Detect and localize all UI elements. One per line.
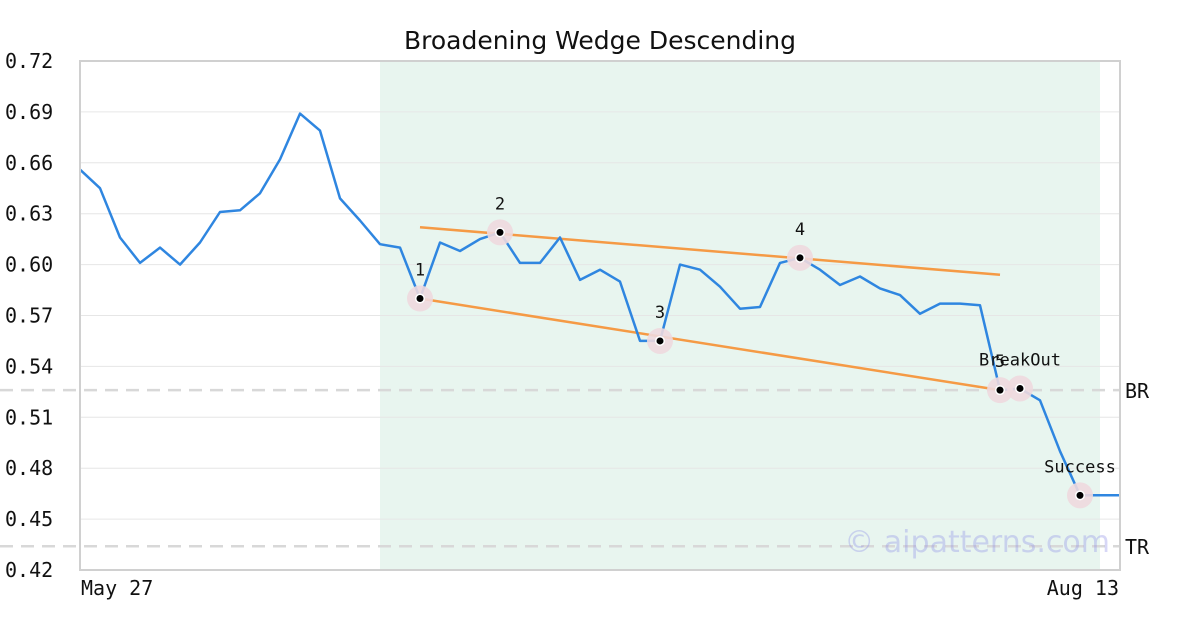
- y-tick-label: 0.45: [5, 507, 53, 531]
- point-label: 1: [415, 261, 425, 281]
- y-tick-label: 0.72: [5, 49, 53, 73]
- x-tick-label: Aug 13: [1047, 576, 1119, 600]
- point-marker: [796, 254, 804, 262]
- point-label: 4: [795, 220, 805, 240]
- reference-lines: BR TR: [0, 379, 1150, 559]
- watermark: © aipatterns.com: [844, 525, 1110, 560]
- point-label: 2: [495, 194, 505, 214]
- point-label: 3: [655, 303, 665, 323]
- reference-label-tr: TR: [1125, 535, 1150, 559]
- x-axis-ticks: May 27 Aug 13: [81, 576, 1119, 600]
- x-tick-label: May 27: [81, 576, 153, 600]
- y-axis-ticks: 0.42 0.45 0.48 0.51 0.54 0.57 0.60 0.63 0.66 0.69…: [5, 49, 53, 582]
- price-line: [79, 112, 1120, 497]
- y-tick-label: 0.51: [5, 405, 53, 429]
- point-marker: [656, 337, 664, 345]
- point-label: Success: [1044, 457, 1116, 477]
- y-tick-label: 0.69: [5, 100, 53, 124]
- y-tick-label: 0.54: [5, 354, 53, 378]
- upper-trendline: [419, 226, 1001, 277]
- y-tick-label: 0.60: [5, 253, 53, 277]
- lower-trendline: [419, 297, 1001, 392]
- price-series: [79, 112, 1120, 497]
- y-tick-label: 0.63: [5, 202, 53, 226]
- y-tick-label: 0.48: [5, 456, 53, 480]
- plot-border: [79, 60, 1121, 571]
- chart-title: Broadening Wedge Descending: [404, 26, 796, 55]
- y-tick-label: 0.66: [5, 151, 53, 175]
- point-label: BreakOut: [979, 350, 1061, 370]
- point-marker: [1016, 384, 1024, 392]
- point-marker: [996, 386, 1004, 394]
- trendlines: [419, 226, 1001, 392]
- point-label: 5: [995, 352, 1005, 372]
- point-marker: [496, 228, 504, 236]
- point-marker: [416, 295, 424, 303]
- y-tick-label: 0.57: [5, 304, 53, 328]
- y-tick-label: 0.42: [5, 558, 53, 582]
- reference-label-br: BR: [1125, 379, 1150, 403]
- point-marker: [1076, 491, 1084, 499]
